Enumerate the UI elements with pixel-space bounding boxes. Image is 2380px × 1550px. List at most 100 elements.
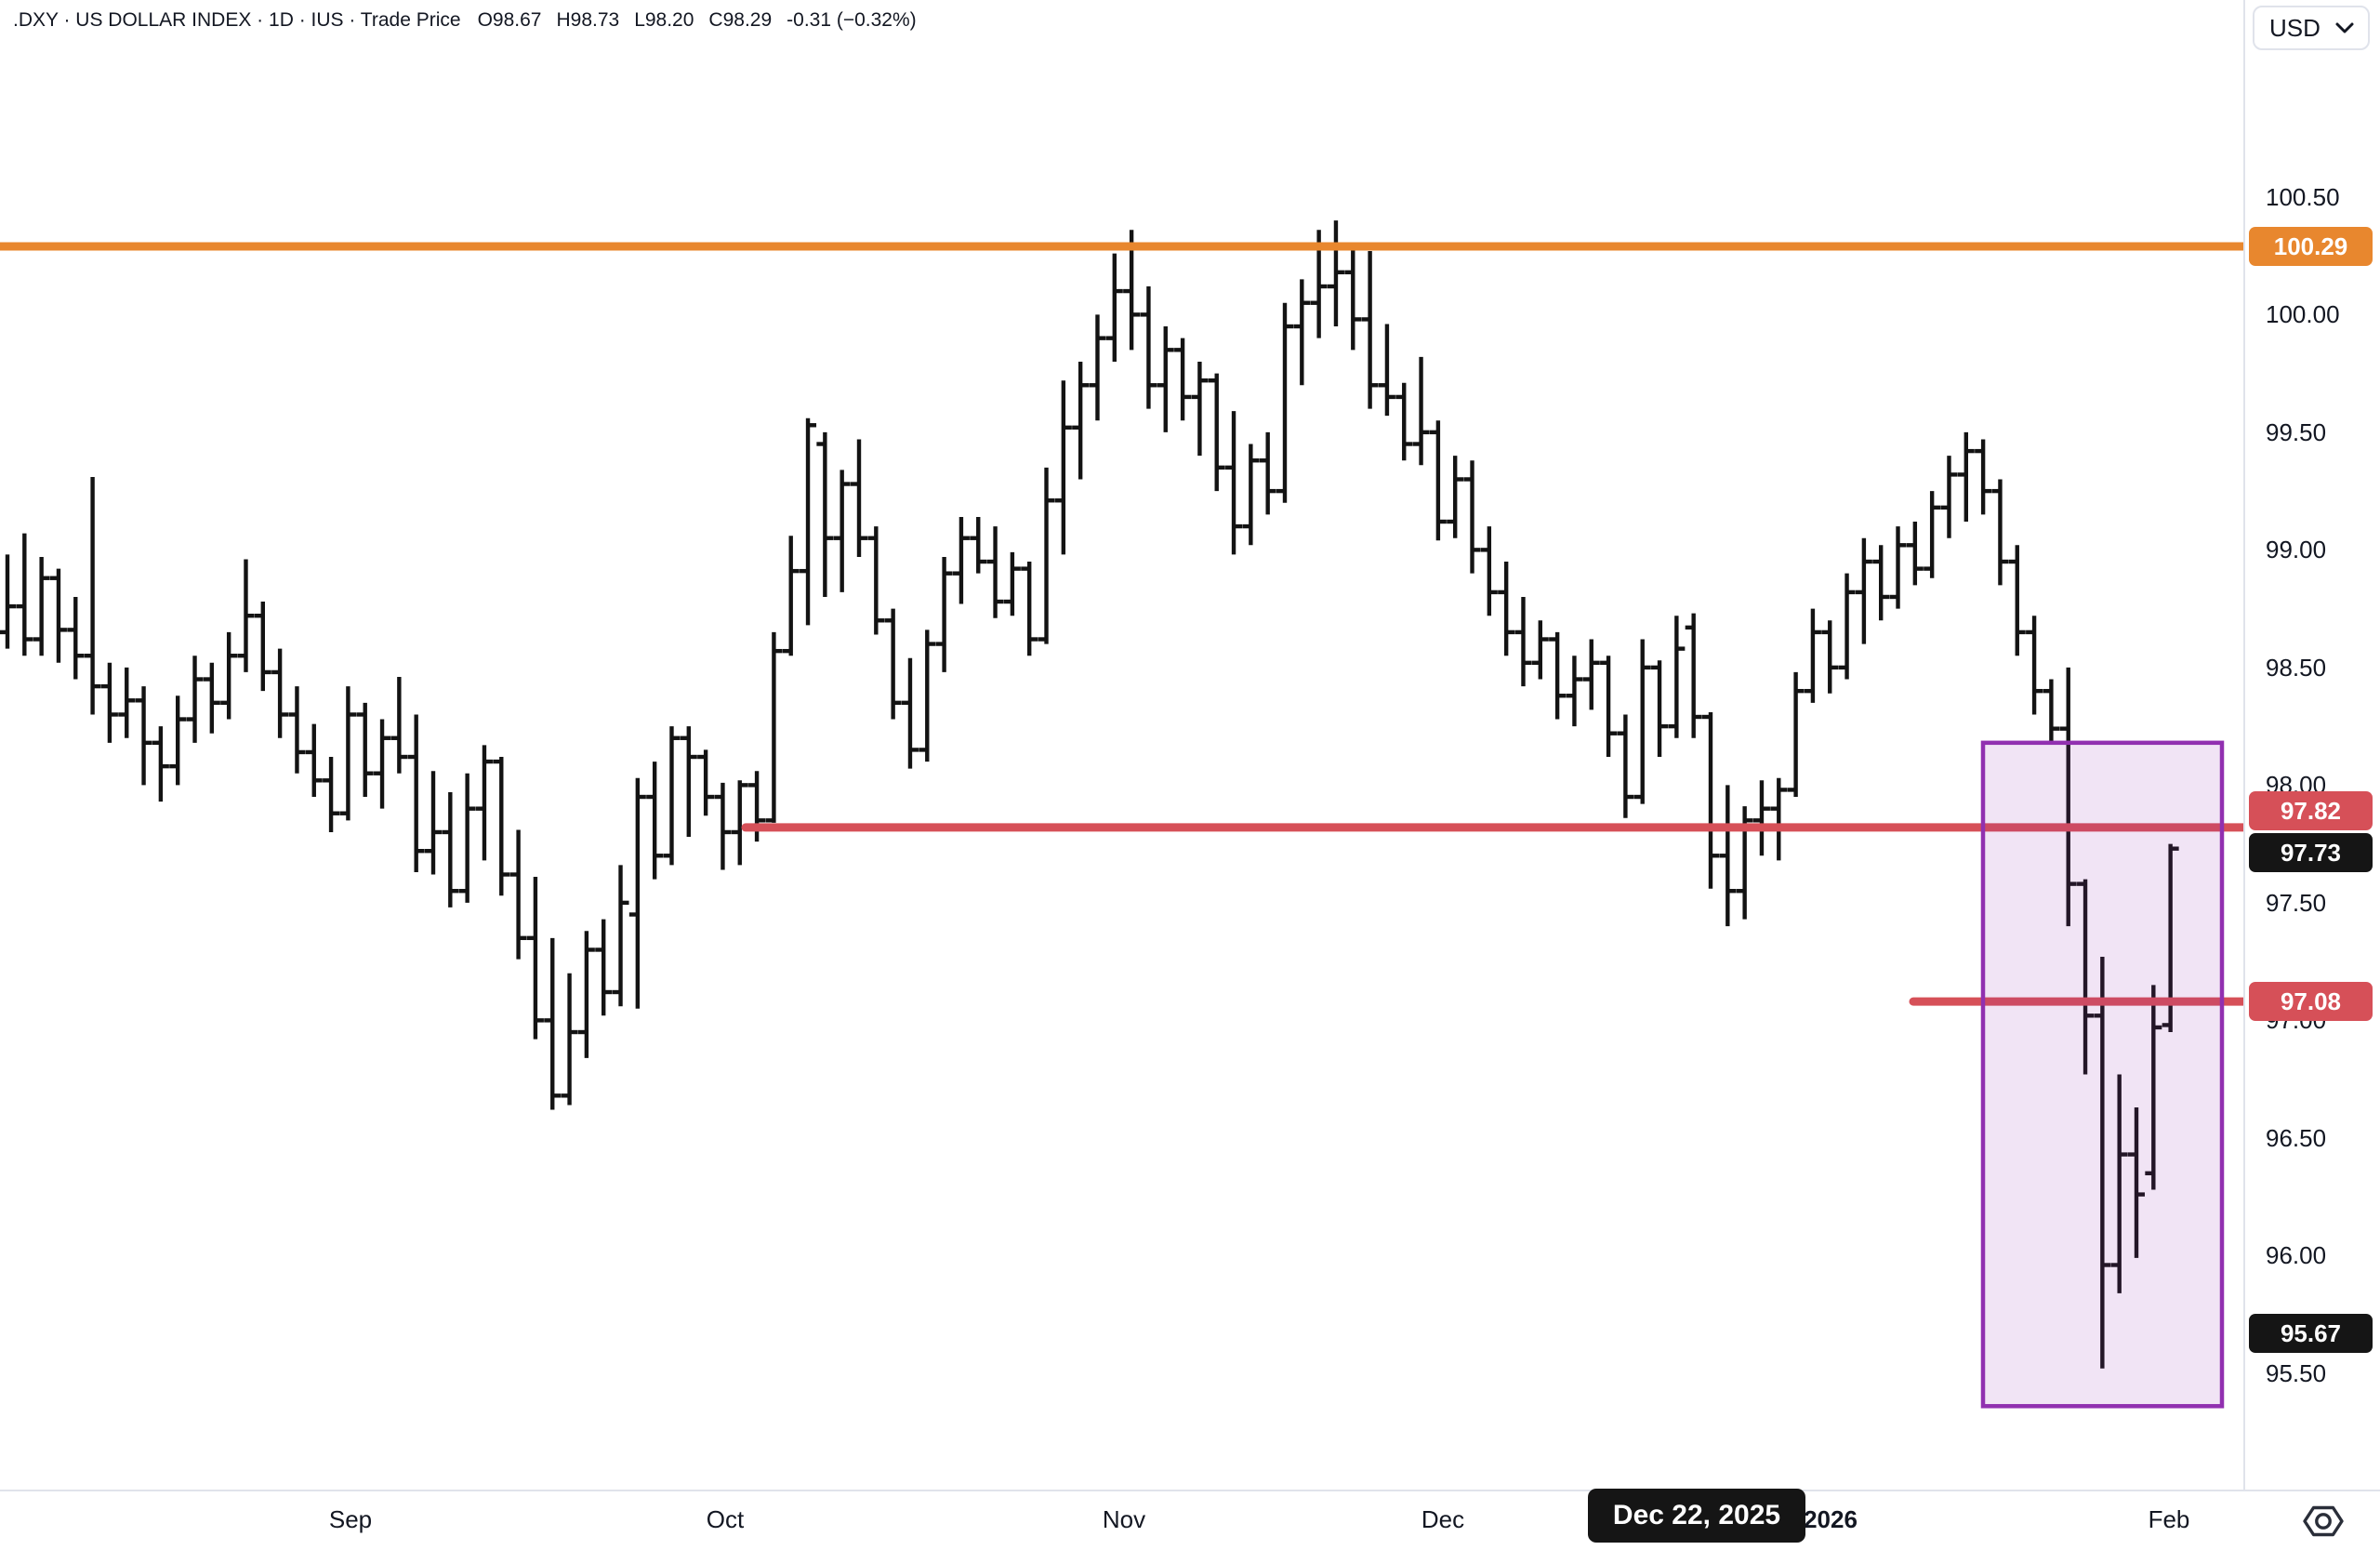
ohlc-bar[interactable] (1242, 444, 1260, 546)
ohlc-bar[interactable] (509, 829, 527, 960)
ohlc-bar[interactable] (2110, 1074, 2128, 1293)
ohlc-bar[interactable] (220, 631, 238, 720)
ohlc-bar[interactable] (1617, 714, 1634, 818)
ohlc-bar[interactable] (1787, 671, 1805, 798)
ohlc-bar[interactable] (1480, 526, 1498, 616)
ohlc-bar[interactable] (135, 686, 152, 786)
ohlc-bar[interactable] (765, 631, 783, 823)
ohlc-bar[interactable] (493, 757, 510, 896)
ohlc-bar[interactable] (1276, 302, 1293, 503)
ohlc-bar[interactable] (1940, 456, 1958, 538)
ohlc-bar[interactable] (271, 648, 289, 738)
ohlc-bar[interactable] (595, 919, 613, 1016)
ohlc-bar[interactable] (186, 656, 204, 743)
ohlc-bar[interactable] (2128, 1106, 2145, 1258)
ohlc-bar[interactable] (1906, 522, 1924, 586)
price-axis[interactable]: USD 100.50 100.00 99.50 99.00 98.50 98.00 97.5… (2245, 0, 2380, 1490)
ohlc-bar[interactable] (867, 526, 885, 635)
ohlc-bar[interactable] (1344, 244, 1362, 351)
ohlc-bar[interactable] (1498, 562, 1515, 656)
ohlc-bar[interactable] (1838, 573, 1856, 680)
ohlc-bar[interactable] (1924, 491, 1941, 578)
axis-settings-button[interactable] (2298, 1501, 2348, 1542)
ohlc-bar[interactable] (1685, 613, 1702, 738)
ohlc-bar[interactable] (1054, 380, 1072, 555)
ohlc-bar[interactable] (1089, 314, 1106, 421)
ohlc-bar[interactable] (169, 696, 187, 786)
ohlc-bar[interactable] (1736, 806, 1753, 920)
ohlc-bar[interactable] (782, 536, 800, 656)
ohlc-bar[interactable] (152, 726, 169, 802)
ohlc-bar[interactable] (1429, 420, 1447, 541)
ohlc-bar[interactable] (442, 791, 459, 907)
time-axis[interactable]: Sep Oct Nov Dec 2026 Feb (0, 1491, 2380, 1550)
ohlc-bar[interactable] (1719, 785, 1737, 927)
ohlc-bar[interactable] (731, 780, 748, 866)
ohlc-bar[interactable] (1361, 251, 1379, 409)
ohlc-bar[interactable] (100, 662, 118, 743)
ohlc-bar[interactable] (901, 657, 919, 769)
ohlc-bar[interactable] (1072, 361, 1090, 480)
ohlc-bars[interactable] (0, 220, 2179, 1369)
ohlc-bar[interactable] (1566, 656, 1583, 727)
ohlc-bar[interactable] (2077, 879, 2095, 1075)
ohlc-bar[interactable] (1105, 253, 1123, 362)
ohlc-bar[interactable] (425, 771, 442, 875)
ohlc-bar[interactable] (1804, 608, 1821, 703)
ohlc-bar[interactable] (1855, 537, 1872, 644)
ohlc-bar[interactable] (544, 937, 562, 1110)
ohlc-bar[interactable] (305, 723, 323, 798)
ohlc-bar[interactable] (356, 702, 374, 798)
ohlc-bar[interactable] (339, 686, 357, 821)
ohlc-bar[interactable] (1140, 286, 1157, 409)
ohlc-bar[interactable] (49, 568, 67, 663)
ohlc-bar[interactable] (1021, 562, 1038, 656)
ohlc-bar[interactable] (919, 629, 936, 762)
ohlc-bar[interactable] (237, 559, 255, 672)
currency-selector[interactable]: USD (2253, 6, 2370, 50)
ohlc-bar[interactable] (84, 476, 101, 715)
ohlc-bar[interactable] (1003, 551, 1021, 616)
ohlc-bar[interactable] (2026, 616, 2043, 715)
ohlc-bar[interactable] (1957, 431, 1975, 523)
ohlc-bar[interactable] (203, 662, 220, 734)
ohlc-bar[interactable] (1991, 479, 2009, 586)
ohlc-bar[interactable] (1821, 620, 1839, 694)
ohlc-bar[interactable] (1975, 439, 1992, 515)
ohlc-bar[interactable] (390, 676, 408, 774)
ohlc-bar[interactable] (1582, 639, 1600, 710)
ohlc-bar[interactable] (680, 726, 697, 838)
ohlc-bar[interactable] (1633, 639, 1651, 804)
ohlc-bar[interactable] (1770, 777, 1788, 861)
ohlc-bar[interactable] (16, 533, 33, 656)
ohlc-bar[interactable] (816, 431, 834, 597)
ohlc-bar[interactable] (407, 714, 425, 872)
ohlc-bar[interactable] (952, 516, 970, 604)
ohlc-bar[interactable] (1651, 660, 1669, 758)
ohlc-bar[interactable] (288, 686, 306, 774)
ohlc-bar[interactable] (714, 782, 732, 870)
ohlc-bar[interactable] (33, 556, 50, 656)
ohlc-bar[interactable] (2059, 667, 2077, 927)
ohlc-bar[interactable] (1531, 620, 1549, 680)
ohlc-bar[interactable] (475, 745, 493, 861)
ohlc-bar[interactable] (2145, 985, 2162, 1190)
ohlc-bar[interactable] (663, 726, 681, 866)
chart-pane[interactable]: .DXY · US DOLLAR INDEX · 1D · IUS · Trad… (0, 0, 2243, 1490)
ohlc-bar[interactable] (935, 556, 953, 672)
ohlc-bar[interactable] (1889, 526, 1907, 609)
ohlc-bar[interactable] (1038, 467, 1055, 644)
ohlc-bar[interactable] (2094, 957, 2111, 1369)
ohlc-bar[interactable] (577, 931, 595, 1058)
ohlc-bar[interactable] (612, 865, 629, 1007)
ohlc-bar[interactable] (458, 773, 476, 903)
ohlc-bar[interactable] (1259, 431, 1276, 515)
price-chart[interactable] (0, 0, 2243, 1490)
ohlc-bar[interactable] (697, 749, 715, 816)
ohlc-bar[interactable] (323, 757, 340, 832)
ohlc-bar[interactable] (118, 667, 136, 738)
ohlc-bar[interactable] (1600, 656, 1618, 758)
ohlc-bar[interactable] (646, 762, 664, 880)
ohlc-bar[interactable] (526, 877, 544, 1040)
ohlc-bar[interactable] (1293, 279, 1311, 386)
